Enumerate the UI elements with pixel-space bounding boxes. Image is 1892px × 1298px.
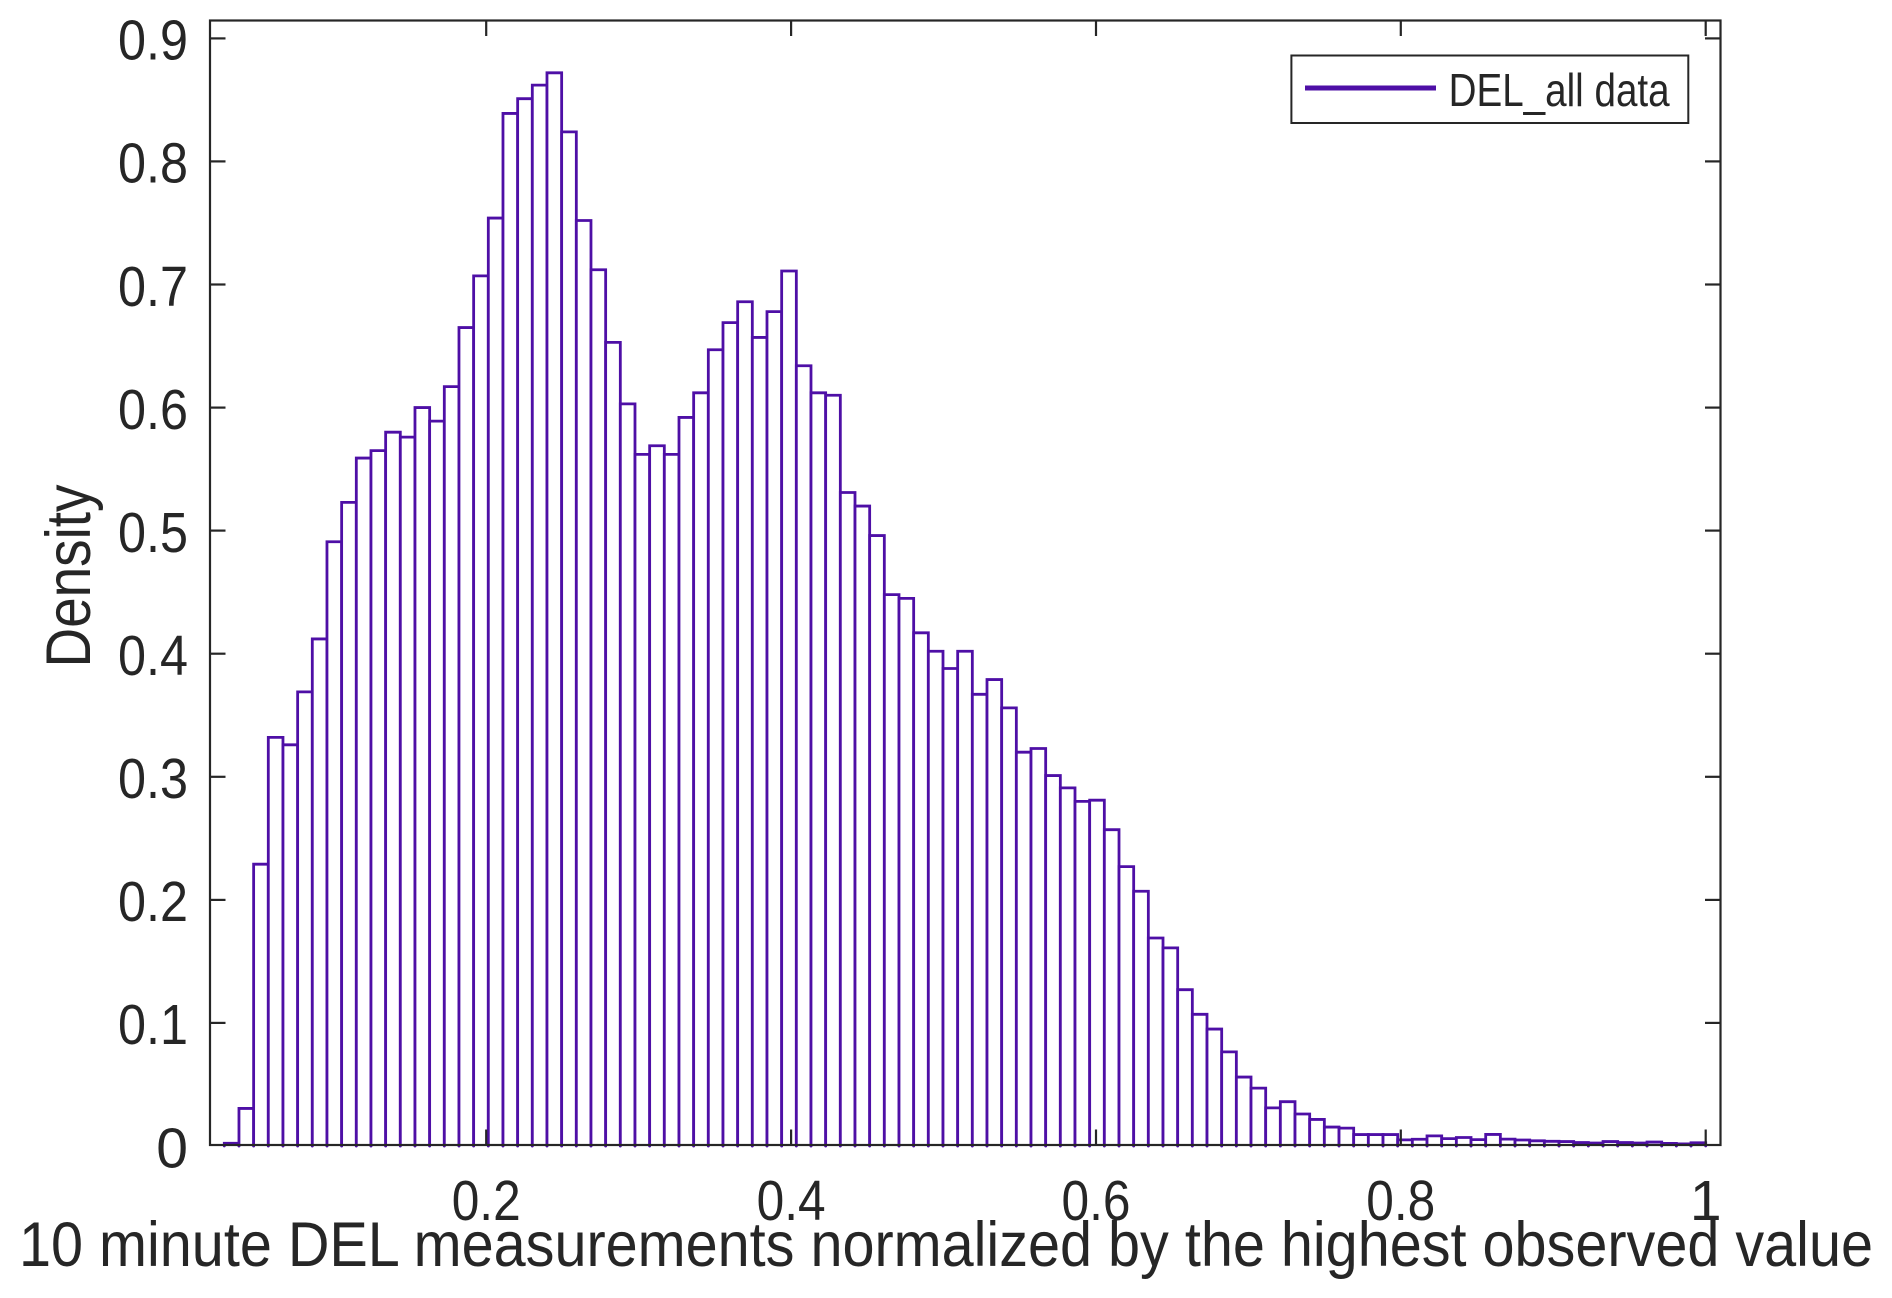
- svg-text:0.7: 0.7: [118, 255, 188, 319]
- svg-text:0.3: 0.3: [118, 747, 188, 811]
- svg-text:0.6: 0.6: [1062, 1169, 1131, 1233]
- svg-text:1: 1: [1690, 1169, 1722, 1233]
- svg-text:0.4: 0.4: [118, 624, 188, 688]
- svg-text:Density: Density: [34, 484, 104, 667]
- svg-text:DEL_all data: DEL_all data: [1449, 64, 1670, 116]
- svg-text:10 minute DEL measurements nor: 10 minute DEL measurements normalized by…: [19, 1210, 1873, 1280]
- svg-text:0.1: 0.1: [118, 993, 188, 1057]
- svg-text:0.9: 0.9: [118, 9, 188, 73]
- svg-text:0.6: 0.6: [118, 378, 188, 442]
- svg-text:0.5: 0.5: [118, 501, 188, 565]
- svg-text:0.8: 0.8: [118, 132, 188, 196]
- svg-text:0.2: 0.2: [452, 1169, 521, 1233]
- svg-text:0.8: 0.8: [1366, 1169, 1435, 1233]
- svg-text:0: 0: [156, 1116, 188, 1180]
- svg-text:0.4: 0.4: [757, 1169, 826, 1233]
- svg-text:0.2: 0.2: [118, 870, 188, 934]
